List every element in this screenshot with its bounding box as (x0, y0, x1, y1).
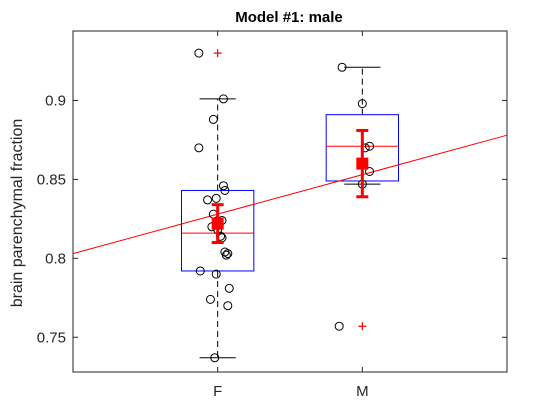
data-point (334, 321, 344, 331)
data-point (224, 283, 234, 293)
chart-title: Model #1: male (235, 9, 343, 26)
data-point (194, 48, 204, 58)
data-point (211, 193, 221, 203)
data-point (223, 249, 233, 259)
data-point (220, 185, 230, 195)
data-point (365, 167, 375, 177)
data-point (218, 181, 228, 191)
data-point (194, 143, 204, 153)
data-point (218, 94, 228, 104)
y-axis-label: brain parenchymal fraction (9, 119, 26, 308)
data-point (203, 195, 213, 205)
data-point (365, 141, 375, 151)
mean-marker (356, 157, 369, 170)
axes-frame (72, 30, 508, 373)
x-tick-label: F (213, 383, 222, 400)
data-point (208, 114, 218, 124)
data-point (357, 99, 367, 109)
data-point (205, 294, 215, 304)
y-tick-label: 0.75 (37, 329, 66, 346)
data-point (210, 353, 220, 363)
data-point (221, 250, 231, 260)
outlier-marker (358, 322, 367, 331)
mean-marker (211, 217, 224, 230)
y-tick-label: 0.9 (45, 92, 66, 109)
data-point (211, 269, 221, 279)
x-tick-label: M (356, 383, 369, 400)
data-point (195, 266, 205, 276)
fit-line (72, 134, 508, 255)
data-point (337, 62, 347, 72)
y-tick-label: 0.85 (37, 171, 66, 188)
y-tick-label: 0.8 (45, 250, 66, 267)
data-point (223, 301, 233, 311)
box (181, 189, 255, 272)
plot-area: 0.75 0.8 0.85 0.9 F M (37, 30, 508, 400)
outlier-marker (213, 49, 222, 58)
